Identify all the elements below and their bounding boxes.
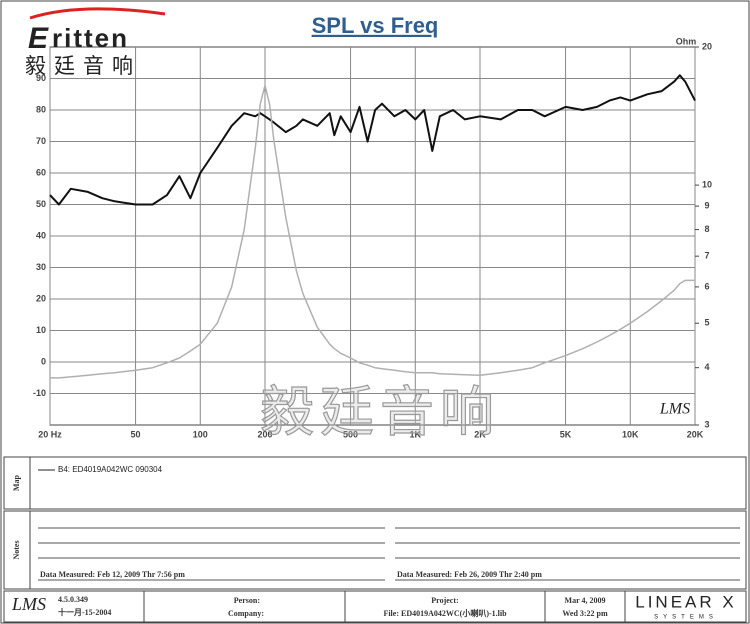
y-tick-label: 60 (36, 167, 46, 177)
watermark: 毅廷音响 (260, 382, 500, 442)
y-tick-label: -10 (33, 388, 46, 398)
brand: LINEAR X (635, 592, 736, 611)
printed-date: Mar 4, 2009 (565, 596, 606, 605)
footer-logo: LMS (11, 594, 46, 614)
version: 4.5.0.349 (58, 595, 88, 604)
y2-tick-label: 4 (704, 362, 709, 372)
footer-dividers (143, 591, 626, 622)
y-tick-label: 80 (36, 104, 46, 114)
notes-label: Notes (12, 540, 21, 559)
notes-box (3, 510, 747, 590)
note-lines (38, 527, 740, 581)
x-tick-label: 1K (410, 429, 422, 439)
person: Person: (234, 596, 260, 605)
x-tick-label: 10K (622, 429, 639, 439)
logo-e: E (28, 22, 49, 55)
software-date: 十一月-15-2004 (58, 607, 111, 617)
x-tick-label: 20K (687, 429, 704, 439)
footer-box (3, 590, 747, 623)
y-tick-label: 70 (36, 136, 46, 146)
project: Project: (431, 596, 458, 605)
series-line (49, 74, 696, 206)
y2-tick-label: 6 (704, 281, 709, 291)
y2-tick-label: 10 (702, 179, 712, 189)
lms-mark: LMS (659, 401, 690, 418)
y2-tick-label: 20 (702, 41, 712, 51)
company: Company: (228, 609, 264, 618)
y2-axis-label: Ohm (676, 36, 697, 46)
y-tick-label: 40 (36, 230, 46, 240)
y-tick-label: 20 (36, 293, 46, 303)
y-tick-label: 30 (36, 262, 46, 272)
logo-chinese: 毅廷音响 (25, 54, 141, 78)
y2-tick-label: 9 (704, 200, 709, 210)
y-tick-label: 0 (41, 356, 46, 366)
map-box (3, 456, 747, 510)
x-tick-label: 20 Hz (38, 429, 62, 439)
y-tick-label: 10 (36, 325, 46, 335)
printed-time: Wed 3:22 pm (562, 609, 608, 618)
note-date: Data Measured: Feb 26, 2009 Thr 2:40 pm (397, 570, 542, 579)
x-tick-label: 200 (257, 429, 272, 439)
brand-sub: SYSTEMS (654, 615, 718, 621)
logo-brand: ritten (52, 23, 129, 53)
y2-tick-label: 3 (704, 419, 709, 429)
series-line (50, 84, 695, 379)
y-tick-label: 50 (36, 199, 46, 209)
x-tick-label: 500 (343, 429, 358, 439)
note-date: Data Measured: Feb 12, 2009 Thr 7:56 pm (40, 570, 185, 579)
logo-swoosh (29, 7, 166, 20)
file: File: ED4019A042WC(小喇叭)-1.lib (383, 608, 507, 618)
chart-title: SPL vs Freq (312, 13, 439, 38)
x-tick-label: 2K (474, 429, 486, 439)
y2-tick-label: 7 (704, 251, 709, 261)
map-label: Map (12, 474, 21, 491)
y2-tick-label: 5 (704, 318, 709, 328)
x-tick-label: 5K (560, 429, 572, 439)
y2-tick-label: 8 (704, 224, 709, 234)
x-tick-label: 100 (193, 429, 208, 439)
x-tick-label: 50 (131, 429, 141, 439)
legend-entry: B4: ED4019A042WC 090304 (58, 465, 163, 474)
y-tick-label: 90 (36, 73, 46, 83)
